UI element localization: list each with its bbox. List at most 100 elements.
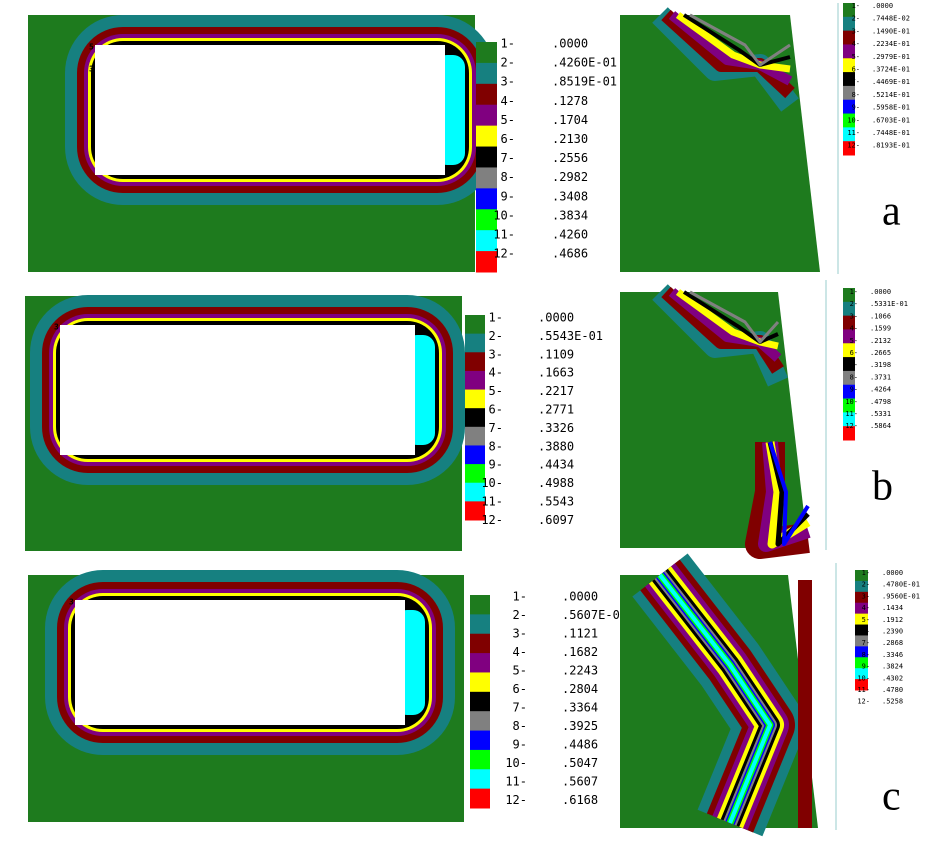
legend-value: .4260E-01 bbox=[552, 56, 617, 70]
legend-index: 7- bbox=[852, 78, 860, 86]
legend-swatch bbox=[476, 62, 497, 85]
legend-swatch bbox=[470, 769, 490, 790]
legend-value: .6703E-01 bbox=[872, 116, 910, 124]
legend-value: .0000 bbox=[870, 288, 891, 296]
legend-value: .4780 bbox=[882, 686, 903, 694]
legend-index: 4- bbox=[513, 645, 527, 659]
legend-swatch bbox=[843, 343, 855, 358]
legend-swatch bbox=[465, 408, 485, 428]
legend-swatch bbox=[470, 672, 490, 693]
legend-value: .9560E-01 bbox=[882, 592, 920, 600]
legend-swatch bbox=[476, 251, 497, 273]
legend-index: 6- bbox=[852, 66, 860, 74]
legend-index: 12- bbox=[847, 142, 860, 150]
legend-swatch bbox=[476, 188, 497, 210]
legend-swatch bbox=[843, 141, 855, 156]
contour-label: 3 bbox=[54, 323, 59, 332]
contour-label: 5 bbox=[89, 43, 94, 52]
legend-value: .1663 bbox=[538, 366, 574, 380]
legend-index: 12- bbox=[481, 513, 503, 527]
legend-index: 2- bbox=[852, 15, 860, 23]
legend-swatch bbox=[855, 580, 868, 593]
legend-value: .2130 bbox=[552, 132, 588, 146]
legend-value: .5543 bbox=[538, 495, 574, 509]
legend-value: .3925 bbox=[562, 719, 598, 733]
legend-value: .2390 bbox=[882, 628, 903, 636]
contour-band bbox=[682, 13, 791, 67]
legend-value: .1066 bbox=[870, 312, 891, 320]
legend-index: 4- bbox=[489, 366, 503, 380]
legend-value: .6097 bbox=[538, 513, 574, 527]
legend-index: 10- bbox=[493, 208, 515, 222]
legend-index: 11- bbox=[845, 410, 858, 418]
legend-index: 1- bbox=[501, 37, 515, 51]
legend-value: .5331E-01 bbox=[870, 300, 908, 308]
legend-swatch bbox=[855, 624, 868, 636]
contour-band bbox=[675, 289, 779, 350]
legend-value: .1704 bbox=[552, 113, 588, 127]
legend-index: 12- bbox=[493, 247, 515, 261]
legend-swatch bbox=[843, 3, 855, 18]
contour-band bbox=[675, 12, 791, 73]
legend-swatch bbox=[855, 657, 868, 669]
legend-swatch bbox=[855, 602, 868, 615]
legend-swatch bbox=[465, 352, 485, 372]
legend-swatch bbox=[465, 482, 485, 502]
legend-value: .2771 bbox=[538, 403, 574, 417]
legend-index: 7- bbox=[850, 361, 858, 369]
legend-swatch bbox=[470, 711, 490, 732]
legend-swatch bbox=[476, 83, 497, 106]
legend-index: 1- bbox=[862, 569, 870, 577]
legend-value: .2665 bbox=[870, 349, 891, 357]
legend-value: .4798 bbox=[870, 398, 891, 406]
legend-swatch bbox=[476, 209, 497, 231]
legend-swatch bbox=[855, 591, 868, 604]
legend-swatch bbox=[465, 445, 485, 465]
legend-value: .5607 bbox=[562, 775, 598, 789]
contour-label: 3 bbox=[69, 598, 74, 607]
legend-value: .2556 bbox=[552, 151, 588, 165]
legend-value: .2868 bbox=[882, 639, 903, 647]
legend-value: .4302 bbox=[882, 674, 903, 682]
legend-swatch bbox=[843, 426, 855, 441]
legend-index: 9- bbox=[862, 663, 870, 671]
legend-swatch bbox=[470, 614, 490, 635]
legend-value: .1682 bbox=[562, 645, 598, 659]
legend-index: 5- bbox=[852, 53, 860, 61]
legend-index: 3- bbox=[852, 27, 860, 35]
legend-index: 9- bbox=[501, 189, 515, 203]
legend-value: .0000 bbox=[552, 37, 588, 51]
legend-index: 11- bbox=[493, 228, 515, 242]
legend-value: .5214E-01 bbox=[872, 91, 910, 99]
legend-value: .0000 bbox=[872, 2, 893, 10]
legend-swatch bbox=[843, 315, 855, 330]
legend-swatch bbox=[470, 653, 490, 673]
legend-value: .1121 bbox=[562, 627, 598, 641]
legend-index: 2- bbox=[513, 608, 527, 622]
legend-index: 11- bbox=[857, 686, 870, 694]
legend-index: 3- bbox=[489, 347, 503, 361]
legend-swatch bbox=[843, 85, 855, 101]
legend-swatch bbox=[843, 384, 855, 400]
legend-value: .3834 bbox=[552, 208, 588, 222]
legend-index: 1- bbox=[852, 2, 860, 10]
contour-band bbox=[658, 573, 772, 824]
legend-swatch bbox=[855, 613, 868, 626]
legend-value: .1109 bbox=[538, 347, 574, 361]
legend-swatch bbox=[855, 679, 868, 691]
legend-value: .4434 bbox=[538, 458, 574, 472]
legend-index: 3- bbox=[513, 627, 527, 641]
contour-band bbox=[689, 290, 780, 344]
legend-swatch bbox=[465, 370, 485, 391]
legend-swatch bbox=[843, 72, 855, 87]
legend-swatch bbox=[470, 788, 490, 809]
legend-index: 1- bbox=[489, 311, 503, 325]
legend-index: 9- bbox=[852, 104, 860, 112]
legend-index: 2- bbox=[850, 300, 858, 308]
legend-index: 5- bbox=[862, 616, 870, 624]
legend-swatch bbox=[465, 464, 485, 484]
legend-swatch bbox=[843, 301, 855, 317]
legend-value: .1912 bbox=[882, 616, 903, 624]
legend-swatch bbox=[843, 329, 855, 344]
